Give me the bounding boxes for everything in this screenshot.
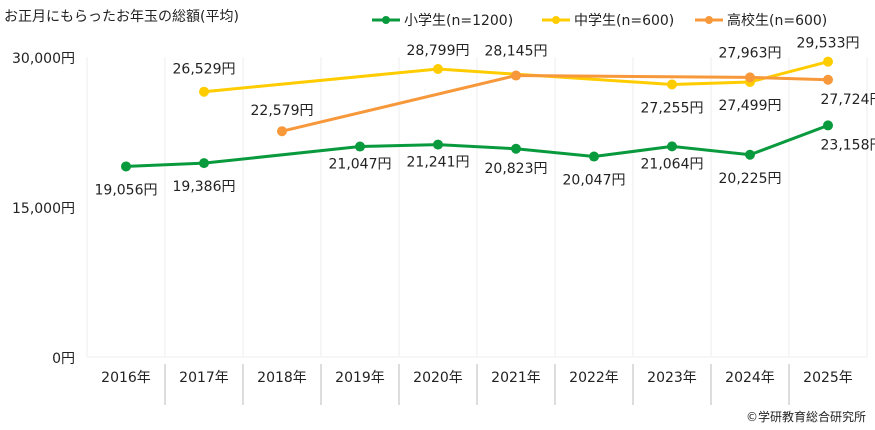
x-tick-label: 2025年 [803,370,853,386]
legend-label: 小学生(n=1200) [404,13,513,29]
data-label: 28,799円 [407,43,470,59]
data-point [823,120,833,131]
chart-title: お正月にもらったお年玉の総額(平均) [4,9,239,25]
data-point [823,74,833,85]
data-point [355,141,365,152]
x-tick-label: 2023年 [647,370,697,386]
x-tick-label: 2022年 [569,370,619,386]
data-label: 20,823円 [485,161,548,177]
data-label: 21,047円 [329,157,392,173]
x-tick-label: 2018年 [257,370,307,386]
data-point [511,143,521,154]
data-point [667,79,677,90]
data-label: 27,724円 [821,92,875,108]
data-point [511,70,521,81]
data-point [121,161,131,172]
x-tick-label: 2024年 [725,370,775,386]
data-point [433,64,443,75]
data-point [823,56,833,67]
data-point [433,139,443,150]
data-label: 27,499円 [719,98,782,114]
credit: ©学研教育総合研究所 [746,409,866,424]
data-label: 28,145円 [485,44,548,60]
legend-label: 中学生(n=600) [574,13,674,29]
x-tick-label: 2016年 [101,370,151,386]
y-tick-label: 0円 [52,351,75,367]
data-label: 22,579円 [251,103,314,119]
data-label: 29,533円 [797,36,860,52]
x-tick-label: 2017年 [179,370,229,386]
y-tick-label: 30,000円 [12,51,75,67]
data-label: 27,963円 [719,45,782,61]
x-tick-label: 2020年 [413,370,463,386]
y-tick-label: 15,000円 [12,201,75,217]
data-label: 21,064円 [641,156,704,172]
data-label: 19,386円 [173,179,236,195]
data-point [745,72,755,83]
data-label: 26,529円 [173,62,236,78]
series-line [281,74,829,133]
data-point [667,141,677,152]
data-label: 19,056円 [95,182,158,198]
legend-marker [705,16,713,24]
legend-marker [552,16,560,24]
legend-label: 高校生(n=600) [727,12,827,29]
x-tick-label: 2021年 [491,370,541,386]
x-tick-label: 2019年 [335,370,385,386]
data-label: 20,047円 [563,173,626,189]
data-label: 23,158円 [821,137,875,153]
data-point [745,149,755,160]
legend-marker [382,16,390,24]
data-label: 20,225円 [719,171,782,187]
data-point [589,151,599,162]
data-point [277,126,287,137]
data-point [199,158,209,169]
data-point [199,86,209,97]
data-label: 27,255円 [641,100,704,116]
data-label: 21,241円 [407,155,470,171]
